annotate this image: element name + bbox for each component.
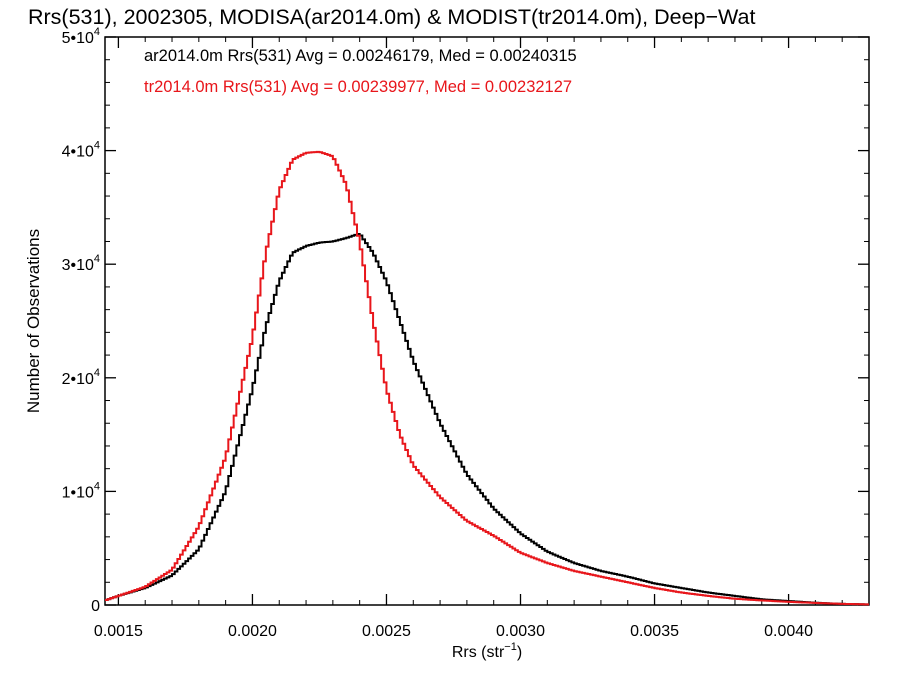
chart-title: Rrs(531), 2002305, MODISA(ar2014.0m) & M…: [28, 5, 756, 29]
stats-annotation-2: tr2014.0m Rrs(531) Avg = 0.00239977, Med…: [144, 78, 572, 96]
x-tick-label: 0.0025: [362, 623, 411, 640]
x-tick-label: 0.0040: [764, 623, 813, 640]
y-tick-label: 0: [91, 598, 100, 615]
series-ar2014.0m-histogram: [105, 232, 869, 606]
x-axis-label-text: Rrs (str: [452, 644, 505, 661]
x-tick-label: 0.0020: [228, 623, 277, 640]
y-tick-label: 5•104: [62, 26, 100, 47]
x-axis-label: Rrs (str−1): [452, 641, 522, 661]
plot-area-frame: [104, 36, 870, 606]
y-axis-label: Number of Observations: [24, 229, 43, 413]
y-tick-label: 1•104: [62, 480, 100, 501]
x-tick-label: 0.0030: [496, 623, 545, 640]
axis-ticks: [105, 36, 870, 606]
x-tick-labels: 0.0015 0.0020 0.0025 0.0030 0.0035 0.0040: [94, 623, 813, 640]
y-tick-label: 3•104: [62, 253, 100, 274]
annotations: ar2014.0m Rrs(531) Avg = 0.00246179, Med…: [144, 47, 577, 96]
series-tr2014.0m-histogram: [105, 150, 869, 606]
stats-annotation-1: ar2014.0m Rrs(531) Avg = 0.00246179, Med…: [144, 47, 577, 65]
data-series: [105, 150, 869, 606]
x-tick-label: 0.0035: [630, 623, 679, 640]
y-tick-label: 2•104: [62, 367, 100, 388]
x-tick-label: 0.0015: [94, 623, 143, 640]
y-tick-labels: 0 1•104 2•104 3•104 4•104 5•104: [62, 26, 101, 615]
x-axis-label-end: ): [517, 644, 522, 661]
y-tick-label: 4•104: [62, 140, 100, 161]
x-axis-label-superscript: −1: [504, 641, 517, 653]
